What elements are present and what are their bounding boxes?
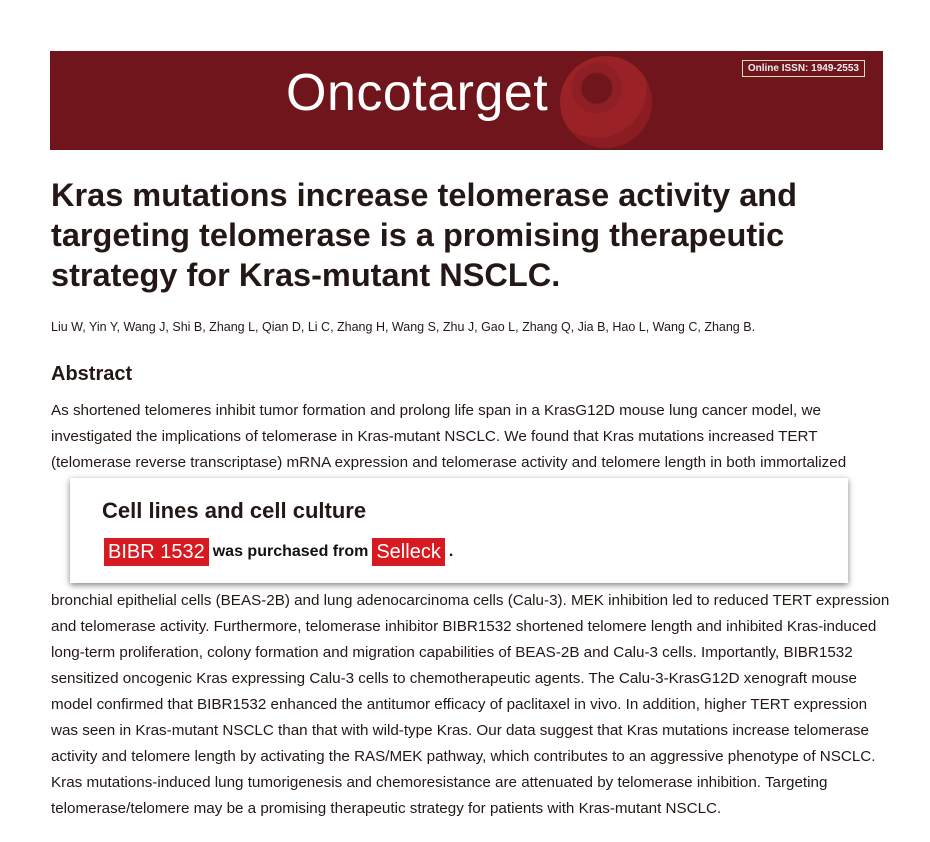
callout-heading: Cell lines and cell culture	[102, 498, 367, 523]
abstract-section: Cell lines and cell culture BIBR 1532 wa…	[51, 402, 891, 817]
callout-wrapper: Cell lines and cell culture BIBR 1532 wa…	[51, 476, 891, 588]
abstract-text: As shortened telomeres inhibit tumor for…	[51, 402, 890, 817]
supplier-highlight: Selleck	[372, 538, 445, 566]
author-list: Liu W, Yin Y, Wang J, Shi B, Zhang L, Qi…	[51, 320, 756, 334]
compound-highlight: BIBR 1532	[104, 538, 209, 566]
article-title: Kras mutations increase telomerase activ…	[51, 177, 798, 293]
abstract-heading: Abstract	[51, 363, 133, 385]
callout-sentence: BIBR 1532 was purchased from Selleck .	[104, 538, 453, 566]
callout-period: .	[448, 543, 454, 560]
logo-swirl-icon	[560, 56, 652, 148]
journal-banner: Oncotarget Online ISSN: 1949-2553	[50, 51, 883, 150]
journal-logo[interactable]: Oncotarget	[286, 64, 549, 122]
callout-box: Cell lines and cell culture BIBR 1532 wa…	[70, 478, 848, 583]
issn-badge: Online ISSN: 1949-2553	[741, 60, 865, 77]
callout-text: was purchased from	[212, 543, 369, 560]
